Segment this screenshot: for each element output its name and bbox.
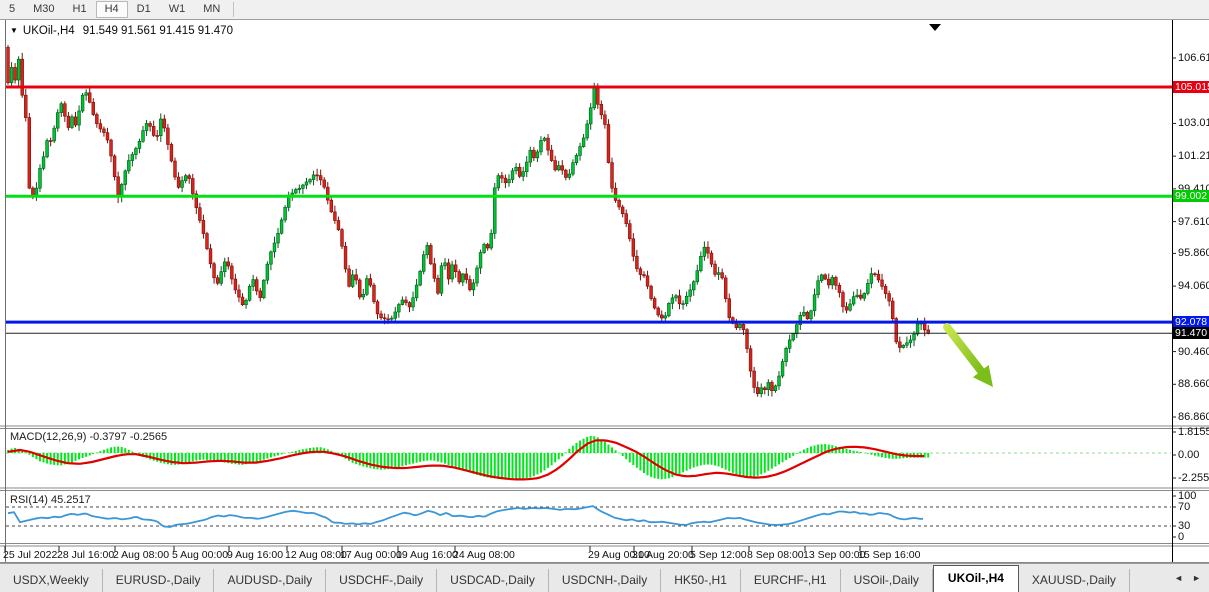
rsi-tick-label: 30	[1178, 520, 1191, 532]
price-tick-label: 88.660	[1178, 378, 1209, 391]
time-label: 25 Jul 2022	[3, 549, 58, 561]
trend-arrow-head-icon[interactable]	[972, 365, 993, 387]
price-badge: 105.015	[1173, 80, 1209, 93]
trend-arrow-shaft[interactable]	[943, 323, 985, 375]
macd-tick-label: 1.8155	[1178, 426, 1209, 438]
toolbar-separator	[233, 2, 235, 17]
rsi-tick-label: 0	[1178, 531, 1185, 543]
timeframe-button-d1[interactable]: D1	[136, 3, 151, 15]
timeframe-button-mn[interactable]: MN	[203, 3, 221, 15]
tab-usdx-weekly[interactable]: USDX,Weekly	[0, 569, 103, 592]
timeframe-button-5[interactable]: 5	[9, 3, 16, 15]
price-tick-label: 86.860	[1178, 411, 1209, 423]
time-label: 19 Aug 16:00	[396, 549, 458, 561]
time-label: 8 Sep 08:00	[747, 549, 804, 561]
price-badge: 91.470	[1173, 327, 1209, 340]
price-badge: 92.078	[1173, 316, 1209, 329]
time-label: 15 Sep 16:00	[858, 549, 921, 561]
tab-ukoil-h4[interactable]: UKOil-,H4	[932, 565, 1019, 592]
tab-usdcnh-daily[interactable]: USDCNH-,Daily	[549, 569, 662, 592]
tab-usdchf-daily[interactable]: USDCHF-,Daily	[326, 569, 438, 592]
timeframe-button-h4[interactable]: H4	[95, 1, 128, 18]
time-label: 31 Aug 20:00	[632, 549, 694, 561]
price-tick-label: 97.610	[1178, 215, 1209, 228]
tab-xauusd-daily[interactable]: XAUUSD-,Daily	[1019, 569, 1130, 592]
time-label: 13 Sep 00:00	[803, 549, 866, 561]
price-tick-label: 90.460	[1178, 345, 1209, 358]
time-label: 5 Sep 12:00	[690, 549, 747, 561]
price-badge: 99.002	[1173, 190, 1209, 203]
time-label: 29 Aug 00:00	[588, 549, 650, 561]
price-tick-label: 101.210	[1178, 150, 1209, 163]
tab-eurusd-daily[interactable]: EURUSD-,Daily	[103, 569, 215, 592]
price-tick-label: 106.610	[1178, 52, 1209, 64]
time-label: 5 Aug 00:00	[172, 549, 229, 561]
rsi-line	[7, 505, 924, 528]
macd-signal-line	[7, 439, 924, 481]
tab-usdcad-daily[interactable]: USDCAD-,Daily	[437, 569, 549, 592]
price-tick-label: 103.010	[1178, 117, 1209, 130]
tab-audusd-daily[interactable]: AUDUSD-,Daily	[214, 569, 327, 592]
macd-tick-label: 0.00	[1178, 449, 1200, 461]
time-label: 28 Jul 16:00	[57, 549, 115, 561]
macd-label: MACD(12,26,9) -0.3797 -0.2565	[10, 431, 168, 443]
rsi-tick-label: 100	[1178, 490, 1197, 502]
time-label: 24 Aug 08:00	[453, 549, 515, 561]
time-label: 12 Aug 08:00	[285, 549, 347, 561]
price-tick-label: 95.860	[1178, 247, 1209, 260]
tab-eurchf-h1[interactable]: EURCHF-,H1	[741, 569, 841, 592]
time-label: 9 Aug 16:00	[227, 549, 284, 561]
price-tick-label: 94.060	[1178, 280, 1209, 293]
symbol-dropdown-icon[interactable]: ▼	[10, 26, 18, 35]
tab-hk50-h1[interactable]: HK50-,H1	[661, 569, 741, 592]
tabs-scroll-right-icon[interactable]: ►	[1192, 573, 1201, 583]
time-label: 17 Aug 00:00	[340, 549, 402, 561]
timeframe-toolbar: 5 M30 H1 H4 D1 W1 MN	[0, 0, 1209, 20]
rsi-label: RSI(14) 45.2517	[10, 494, 91, 506]
scroll-to-end-marker-icon[interactable]	[929, 24, 941, 31]
symbol-tabbar: ◄ ► USDX,Weekly EURUSD-,Daily AUDUSD-,Dail…	[0, 563, 1209, 592]
rsi-tick-label: 70	[1178, 501, 1191, 513]
timeframe-button-h1[interactable]: H1	[72, 3, 87, 15]
candles-layer	[6, 45, 930, 398]
timeframe-button-m30[interactable]: M30	[33, 3, 55, 15]
timeframe-button-w1[interactable]: W1	[168, 3, 186, 15]
ohlc-readout: 91.549 91.561 91.415 91.470	[82, 25, 233, 37]
symbol-name: UKOil-,H4	[22, 25, 75, 37]
time-label: 2 Aug 08:00	[113, 549, 170, 561]
tab-usoil-daily[interactable]: USOil-,Daily	[841, 569, 933, 592]
tabs-scroll-left-icon[interactable]: ◄	[1174, 573, 1183, 583]
chart-title: ▼ UKOil-,H4 91.549 91.561 91.415 91.470	[10, 25, 233, 37]
